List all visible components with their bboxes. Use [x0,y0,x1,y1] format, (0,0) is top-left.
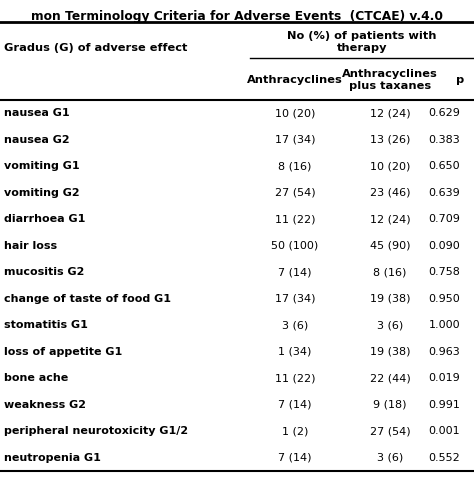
Text: 0.629: 0.629 [428,108,460,118]
Text: 0.991: 0.991 [428,400,460,410]
Text: 0.709: 0.709 [428,214,460,224]
Text: 10 (20): 10 (20) [275,108,315,118]
Text: 12 (24): 12 (24) [370,214,410,224]
Text: loss of appetite G1: loss of appetite G1 [4,347,122,357]
Text: 1.000: 1.000 [428,320,460,330]
Text: 27 (54): 27 (54) [370,426,410,436]
Text: 11 (22): 11 (22) [275,373,315,383]
Text: 0.552: 0.552 [428,453,460,463]
Text: diarrhoea G1: diarrhoea G1 [4,214,85,224]
Text: 7 (14): 7 (14) [278,267,312,277]
Text: 22 (44): 22 (44) [370,373,410,383]
Text: Anthracyclines
plus taxanes: Anthracyclines plus taxanes [342,69,438,91]
Text: 17 (34): 17 (34) [275,294,315,304]
Text: Gradus (G) of adverse effect: Gradus (G) of adverse effect [4,43,187,53]
Text: 8 (16): 8 (16) [374,267,407,277]
Text: mucositis G2: mucositis G2 [4,267,84,277]
Text: 1 (34): 1 (34) [278,347,312,357]
Text: 0.758: 0.758 [428,267,460,277]
Text: p: p [456,75,464,85]
Text: mon Terminology Criteria for Adverse Events  (CTCAE) v.4.0: mon Terminology Criteria for Adverse Eve… [31,10,443,23]
Text: 3 (6): 3 (6) [377,320,403,330]
Text: change of taste of food G1: change of taste of food G1 [4,294,171,304]
Text: 0.950: 0.950 [428,294,460,304]
Text: nausea G1: nausea G1 [4,108,70,118]
Text: 17 (34): 17 (34) [275,135,315,145]
Text: hair loss: hair loss [4,241,57,251]
Text: bone ache: bone ache [4,373,68,383]
Text: 19 (38): 19 (38) [370,294,410,304]
Text: 7 (14): 7 (14) [278,453,312,463]
Text: 1 (2): 1 (2) [282,426,308,436]
Text: 45 (90): 45 (90) [370,241,410,251]
Text: 19 (38): 19 (38) [370,347,410,357]
Text: stomatitis G1: stomatitis G1 [4,320,88,330]
Text: 0.090: 0.090 [428,241,460,251]
Text: 9 (18): 9 (18) [373,400,407,410]
Text: neutropenia G1: neutropenia G1 [4,453,101,463]
Text: weakness G2: weakness G2 [4,400,86,410]
Text: 0.383: 0.383 [428,135,460,145]
Text: 23 (46): 23 (46) [370,188,410,198]
Text: 7 (14): 7 (14) [278,400,312,410]
Text: peripheral neurotoxicity G1/2: peripheral neurotoxicity G1/2 [4,426,188,436]
Text: 27 (54): 27 (54) [275,188,315,198]
Text: 3 (6): 3 (6) [282,320,308,330]
Text: vomiting G2: vomiting G2 [4,188,80,198]
Text: No (%) of patients with
therapy: No (%) of patients with therapy [287,31,437,53]
Text: 0.650: 0.650 [428,161,460,171]
Text: 3 (6): 3 (6) [377,453,403,463]
Text: 0.019: 0.019 [428,373,460,383]
Text: Anthracyclines: Anthracyclines [247,75,343,85]
Text: 13 (26): 13 (26) [370,135,410,145]
Text: 50 (100): 50 (100) [272,241,319,251]
Text: 0.001: 0.001 [428,426,460,436]
Text: 0.639: 0.639 [428,188,460,198]
Text: 0.963: 0.963 [428,347,460,357]
Text: 12 (24): 12 (24) [370,108,410,118]
Text: 10 (20): 10 (20) [370,161,410,171]
Text: 8 (16): 8 (16) [278,161,312,171]
Text: 11 (22): 11 (22) [275,214,315,224]
Text: nausea G2: nausea G2 [4,135,70,145]
Text: vomiting G1: vomiting G1 [4,161,80,171]
